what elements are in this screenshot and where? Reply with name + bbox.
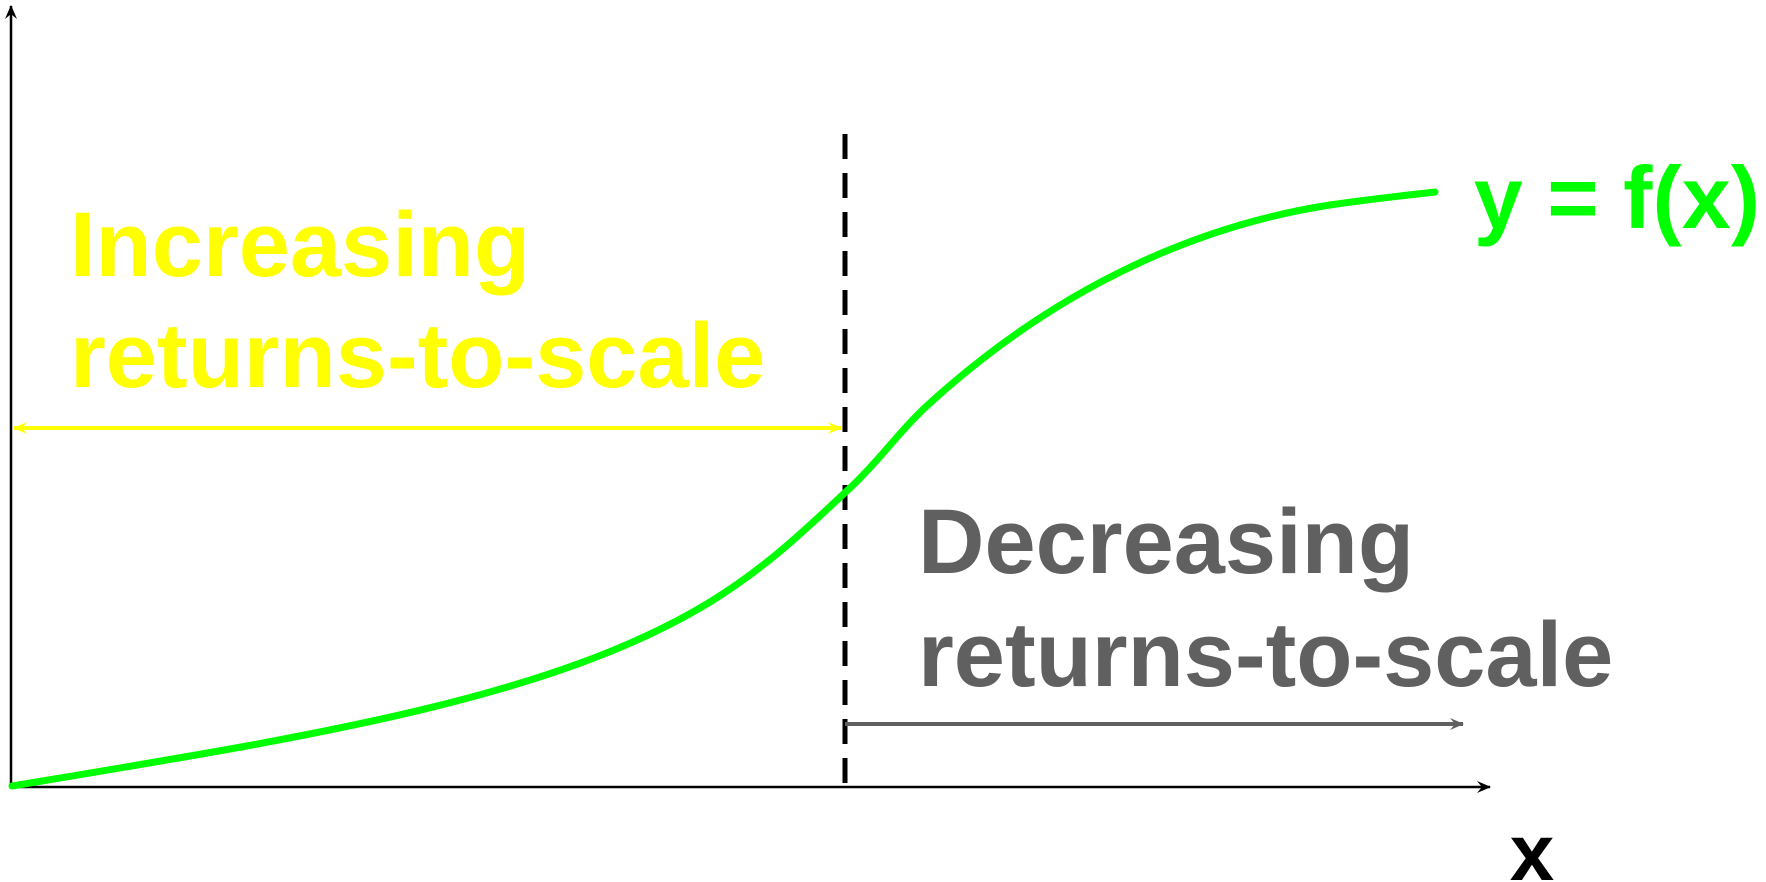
production-curve — [8, 188, 1439, 790]
x-axis-label: x — [1510, 808, 1555, 882]
curve-label: y = f(x) — [1474, 148, 1760, 247]
increasing-label-line1: Increasing — [70, 194, 530, 296]
decreasing-label-line1: Decreasing — [918, 491, 1414, 593]
decreasing-label-line2: returns-to-scale — [918, 604, 1613, 706]
increasing-label-line2: returns-to-scale — [70, 305, 765, 407]
